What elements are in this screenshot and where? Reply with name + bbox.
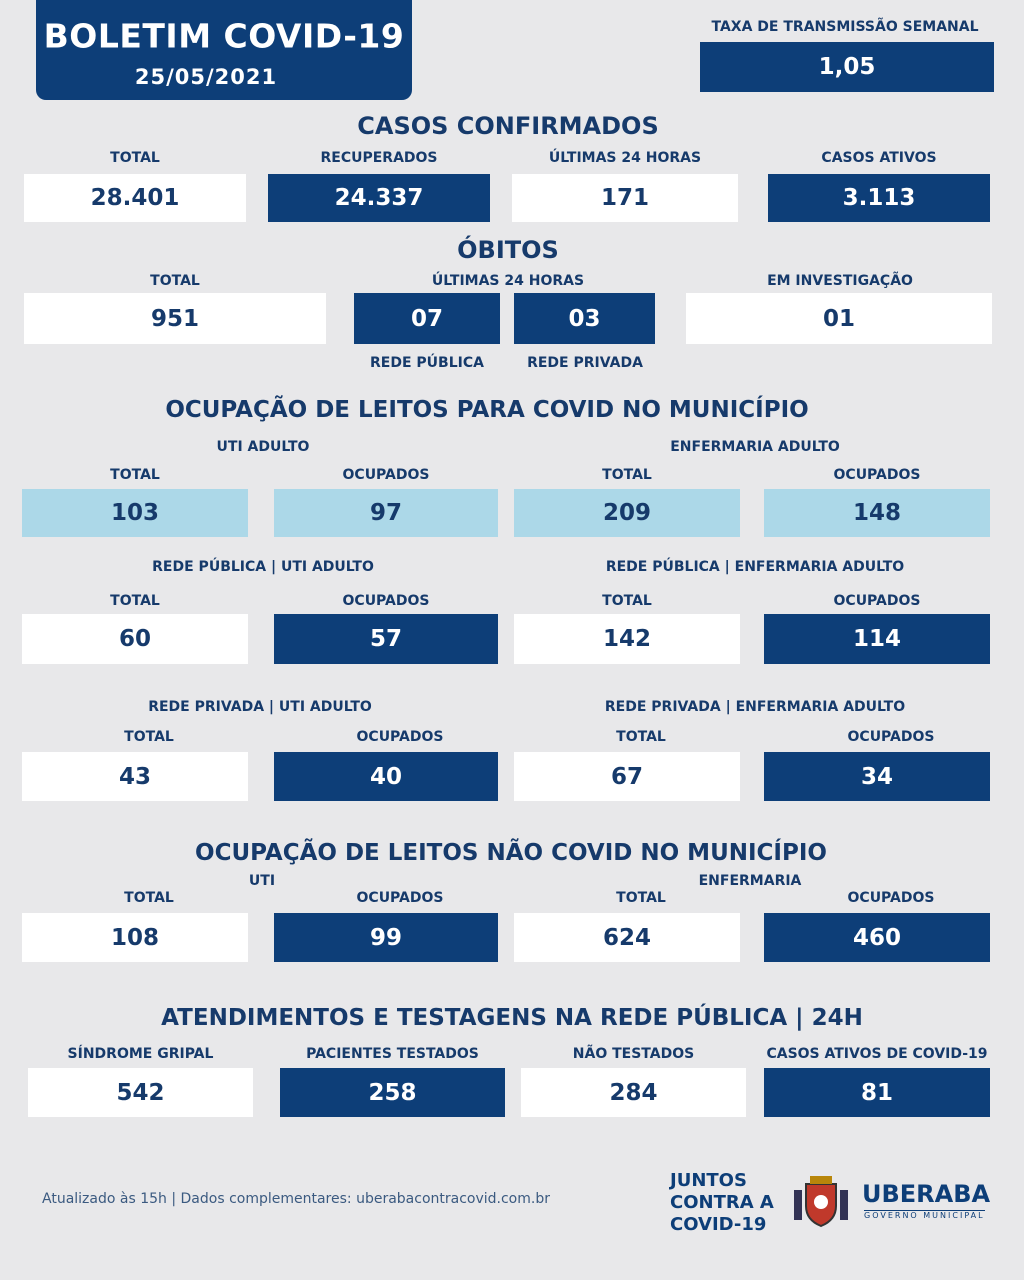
city-name: UBERABA	[862, 1180, 991, 1208]
item-value: 108	[22, 913, 248, 962]
item-label: PACIENTES TESTADOS	[306, 1046, 479, 1062]
item-value: 542	[28, 1068, 253, 1117]
section-title: OCUPAÇÃO DE LEITOS NÃO COVID NO MUNICÍPI…	[195, 840, 827, 866]
section-title: OCUPAÇÃO DE LEITOS PARA COVID NO MUNICÍP…	[165, 397, 809, 423]
item-value: 103	[22, 489, 248, 537]
item-label: ÚLTIMAS 24 HORAS	[548, 150, 702, 166]
item-value: 34	[764, 752, 990, 801]
item-value: 951	[24, 293, 326, 344]
item-value: 258	[280, 1068, 505, 1117]
item-value: 81	[764, 1068, 990, 1117]
section-title: ÓBITOS	[457, 236, 559, 264]
item-value: 3.113	[768, 174, 990, 222]
item-value: 97	[274, 489, 498, 537]
section-title: ATENDIMENTOS E TESTAGENS NA REDE PÚBLICA…	[161, 1005, 863, 1031]
item-value: 24.337	[268, 174, 490, 222]
item-label: TOTAL	[616, 729, 666, 745]
item-value: 57	[274, 614, 498, 664]
item-label: RECUPERADOS	[320, 150, 438, 166]
campaign-text: JUNTOS	[670, 1170, 747, 1191]
item-sublabel: REDE PRIVADA	[527, 355, 643, 371]
group-title: REDE PÚBLICA | UTI ADULTO	[152, 559, 374, 575]
item-value: 284	[521, 1068, 746, 1117]
transmission-value: 1,05	[700, 42, 994, 92]
item-label: TOTAL	[602, 467, 652, 483]
item-label: OCUPADOS	[356, 729, 444, 745]
item-label: CASOS ATIVOS	[821, 150, 937, 166]
header-banner	[36, 0, 412, 100]
item-value: 60	[22, 614, 248, 664]
item-label: OCUPADOS	[833, 467, 921, 483]
item-value: 148	[764, 489, 990, 537]
item-value: 67	[514, 752, 740, 801]
item-label: OCUPADOS	[847, 890, 935, 906]
item-value: 01	[686, 293, 992, 344]
item-label: OCUPADOS	[833, 593, 921, 609]
item-label: ÚLTIMAS 24 HORAS	[431, 273, 585, 289]
item-label: SÍNDROME GRIPAL	[67, 1046, 214, 1062]
item-label: OCUPADOS	[342, 593, 430, 609]
campaign-text: CONTRA A	[670, 1192, 774, 1213]
item-value: 07	[354, 293, 500, 344]
item-label: EM INVESTIGAÇÃO	[767, 273, 913, 289]
item-label: TOTAL	[110, 593, 160, 609]
transmission-label: TAXA DE TRANSMISSÃO SEMANAL	[711, 19, 979, 35]
item-label: NÃO TESTADOS	[572, 1046, 695, 1062]
item-value: 43	[22, 752, 248, 801]
item-value: 99	[274, 913, 498, 962]
item-value: 142	[514, 614, 740, 664]
item-label: OCUPADOS	[356, 890, 444, 906]
city-crest	[790, 1170, 852, 1232]
footer-note: Atualizado às 15h | Dados complementares…	[42, 1191, 550, 1207]
item-label: OCUPADOS	[847, 729, 935, 745]
item-value: 209	[514, 489, 740, 537]
group-title: ENFERMARIA ADULTO	[670, 439, 840, 455]
item-value: 624	[514, 913, 740, 962]
item-label: TOTAL	[110, 150, 160, 166]
item-label: TOTAL	[124, 729, 174, 745]
item-label: TOTAL	[616, 890, 666, 906]
group-title: UTI ADULTO	[216, 439, 310, 455]
item-label: OCUPADOS	[342, 467, 430, 483]
group-title: REDE PRIVADA | UTI ADULTO	[148, 699, 372, 715]
group-title: REDE PÚBLICA | ENFERMARIA ADULTO	[605, 559, 905, 575]
campaign-text: COVID-19	[670, 1214, 767, 1235]
group-title: ENFERMARIA	[698, 873, 802, 889]
item-value: 03	[514, 293, 655, 344]
government-label: GOVERNO MUNICIPAL	[864, 1210, 985, 1220]
group-title: REDE PRIVADA | ENFERMARIA ADULTO	[604, 699, 906, 715]
group-title: UTI	[248, 873, 276, 889]
item-value: 114	[764, 614, 990, 664]
item-label: CASOS ATIVOS DE COVID-19	[766, 1046, 988, 1062]
item-value: 40	[274, 752, 498, 801]
item-sublabel: REDE PÚBLICA	[370, 355, 484, 371]
section-title: CASOS CONFIRMADOS	[357, 112, 659, 140]
item-value: 28.401	[24, 174, 246, 222]
header-date: 25/05/2021	[134, 65, 278, 89]
crest-icon	[794, 1176, 848, 1228]
item-value: 171	[512, 174, 738, 222]
item-label: TOTAL	[124, 890, 174, 906]
header-title: BOLETIM COVID-19	[43, 16, 405, 56]
item-label: TOTAL	[602, 593, 652, 609]
item-label: TOTAL	[150, 273, 200, 289]
item-value: 460	[764, 913, 990, 962]
item-label: TOTAL	[110, 467, 160, 483]
